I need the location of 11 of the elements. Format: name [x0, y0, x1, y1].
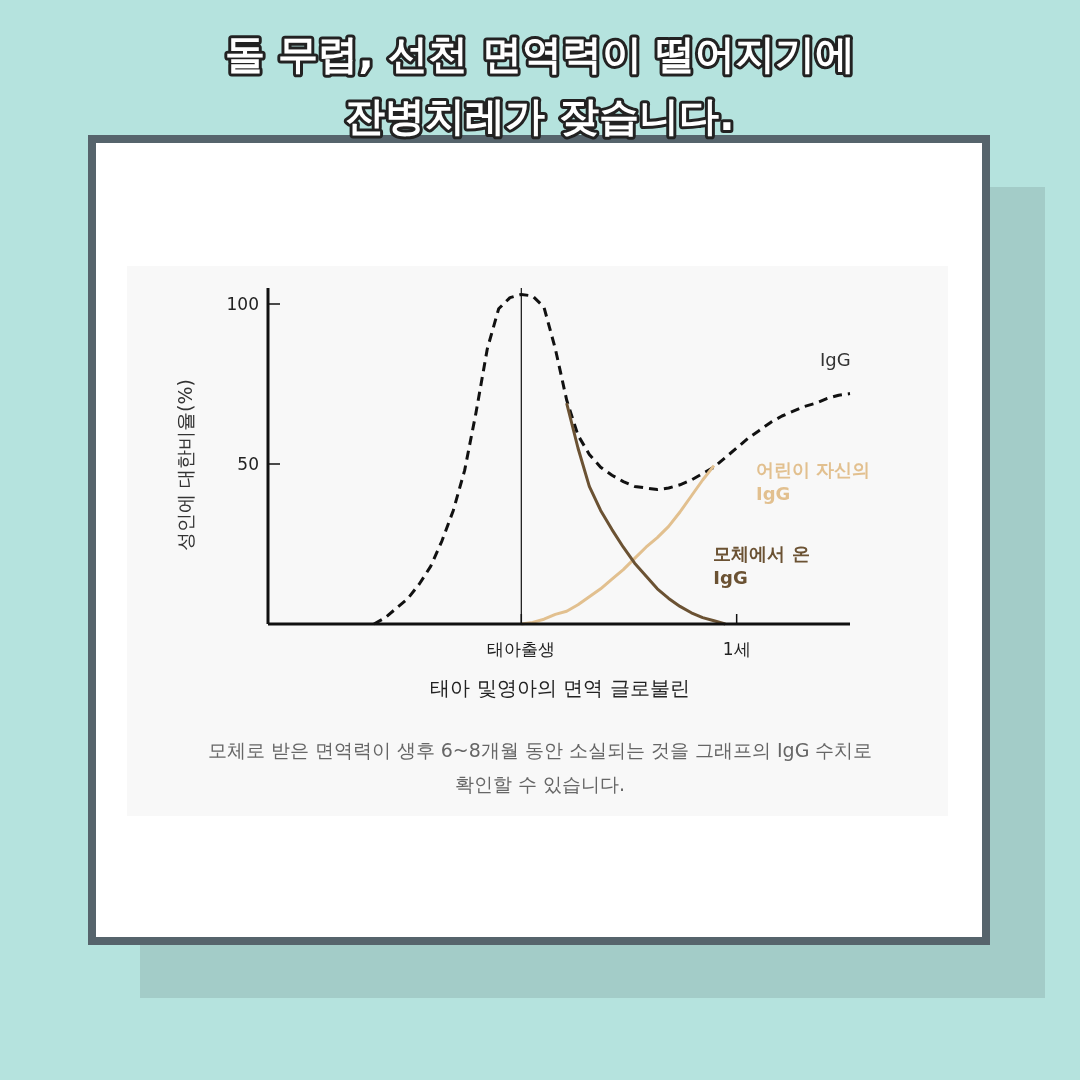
x-tick-label: 1세 [722, 639, 751, 659]
text: 모체로 받은 면역력이 생후 6~8개월 동안 소실되는 것을 그래프의 IgG 수치로 확인할 수 있습니다. [207, 739, 873, 795]
y-tick-label: 50 [237, 454, 259, 474]
x-axis-title: 태아 및영아의 면역 글로불린 [430, 676, 690, 700]
series-label: 모체에서 온 IgG [713, 543, 810, 588]
x-tick-label: 태아출생 [487, 639, 556, 659]
y-axis-title: 성인에 대한비율(%) [174, 379, 196, 551]
y-tick-label: 100 [226, 294, 259, 314]
series-label: IgG [820, 348, 851, 370]
text: 어린이 자신의 IgG [755, 458, 871, 504]
chart-title: 돌 무렵, 선천 면역력이 떨어지기에 잔병치레가 잦습니다. [224, 31, 856, 139]
